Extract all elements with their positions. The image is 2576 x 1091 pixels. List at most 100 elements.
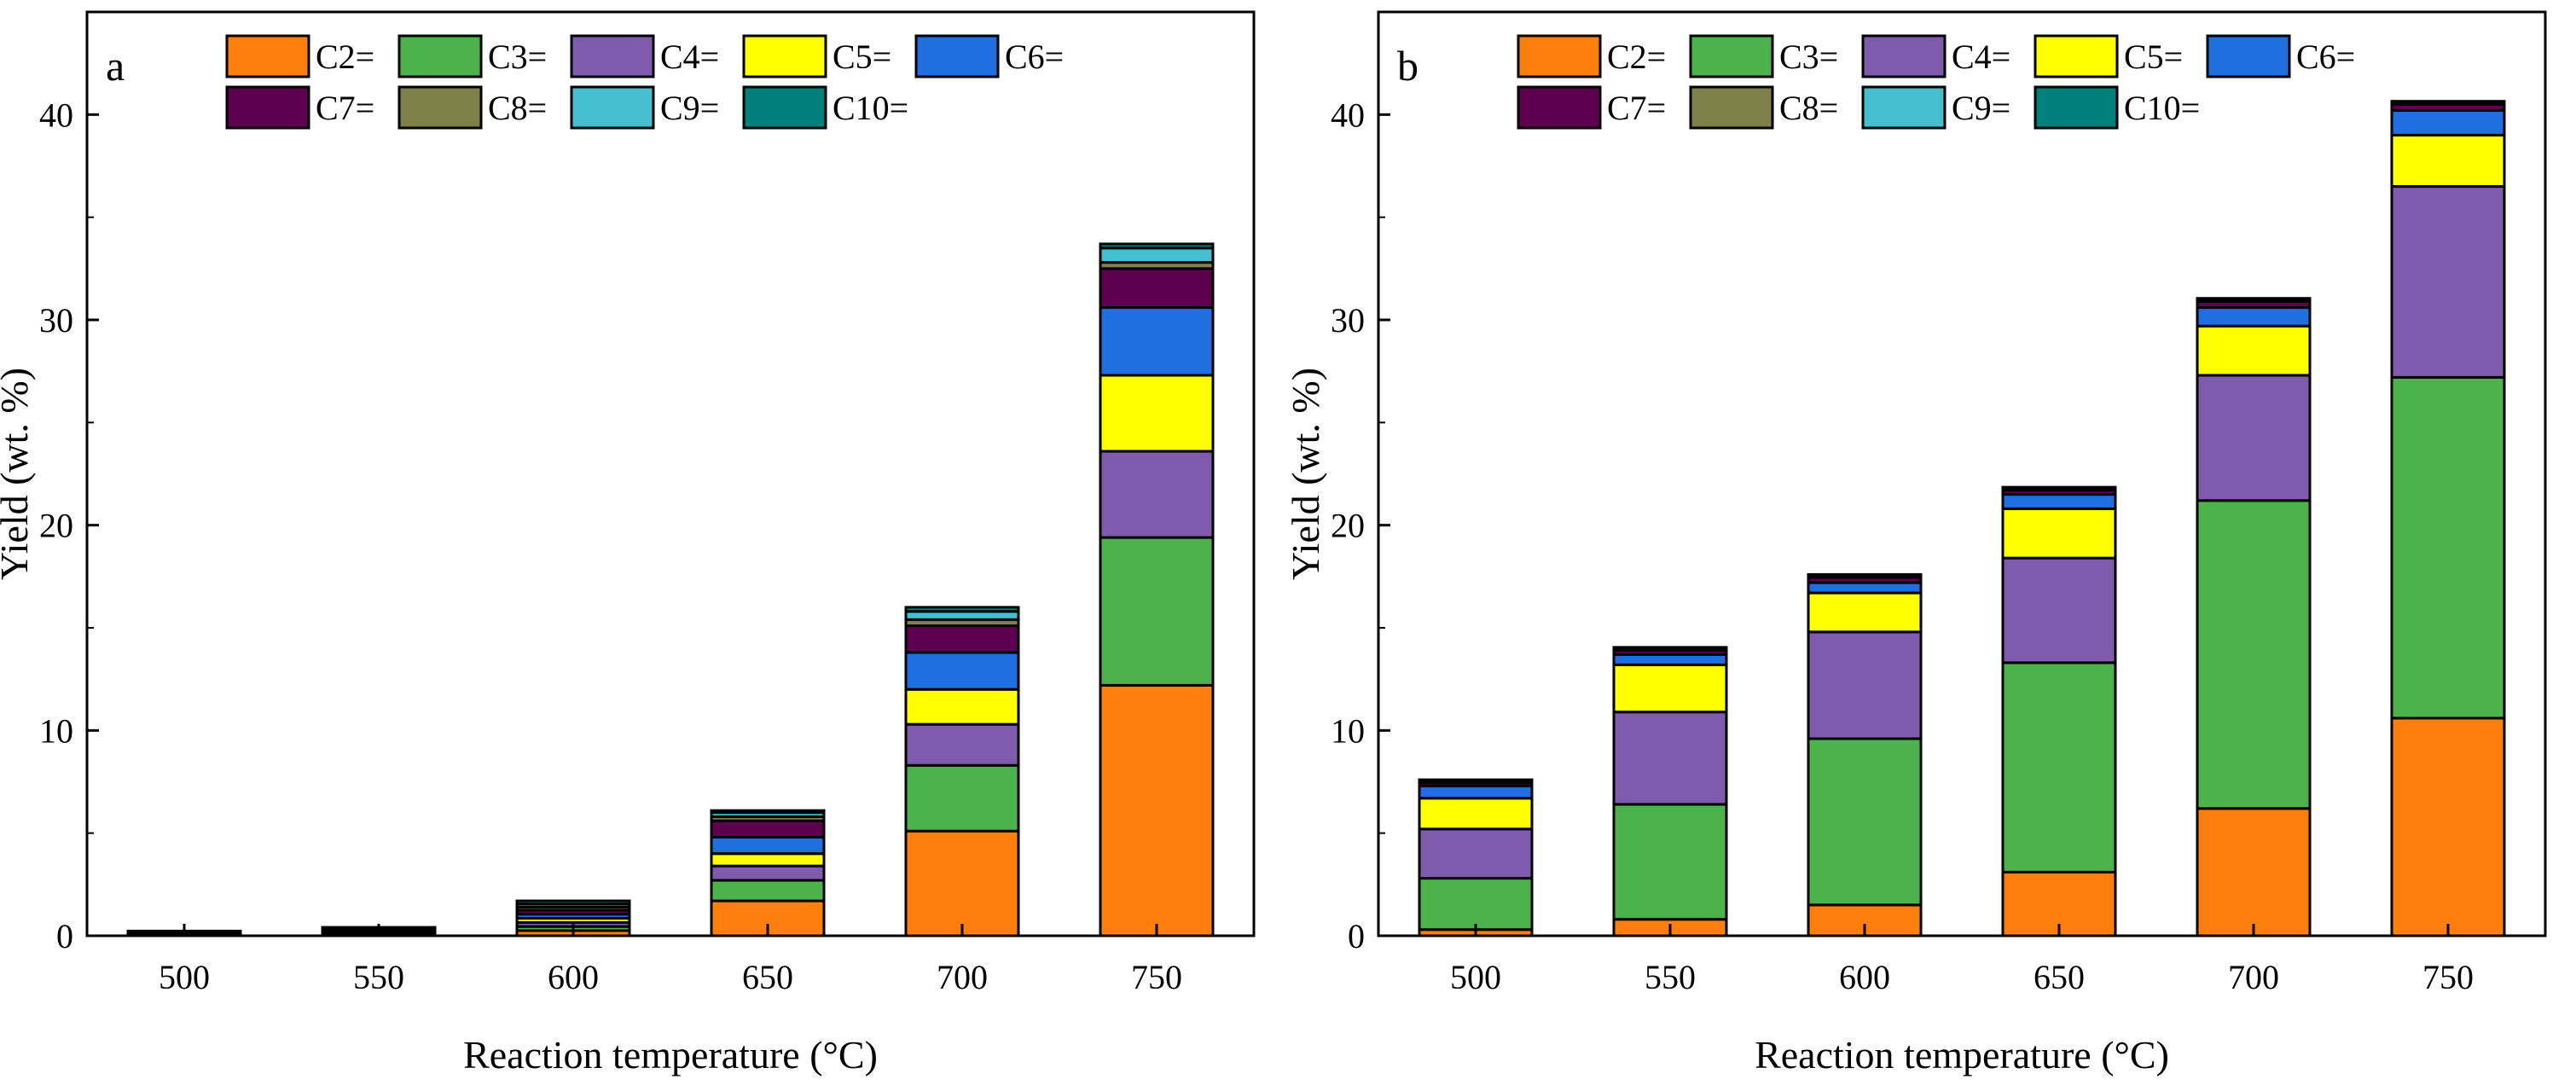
x-tick-label: 600	[1839, 958, 1890, 996]
bar-550-c10	[1612, 646, 1728, 650]
legend-swatch-c5	[2034, 34, 2119, 78]
bar-650-c3	[2001, 661, 2117, 873]
legend-label-c3: C3=	[1779, 38, 1838, 76]
x-tick-label: 700	[937, 958, 988, 996]
legend-label-c2: C2=	[316, 38, 374, 76]
bar-550-c4	[1612, 711, 1728, 806]
bar-700-c6	[904, 651, 1020, 691]
bar-600-c5	[1807, 591, 1923, 634]
legend-label-c6: C6=	[2296, 38, 2355, 76]
legend-swatch-c8	[1689, 85, 1774, 130]
bar-750-c5	[2390, 133, 2506, 189]
bar-500-c5	[1418, 797, 1534, 831]
legend-swatch-c10	[742, 85, 827, 130]
y-tick-label: 20	[39, 507, 73, 545]
bar-700-c5	[904, 688, 1020, 726]
y-tick-label: 10	[1331, 711, 1365, 750]
bar-750-c2	[2390, 717, 2506, 937]
bar-700-c6	[2196, 306, 2312, 328]
legend-swatch-c10	[2034, 85, 2119, 130]
bar-650-c6	[2001, 493, 2117, 510]
bar-500-c10	[1418, 778, 1534, 782]
legend-label-c6: C6=	[1005, 38, 1064, 76]
legend-swatch-c3	[1689, 34, 1774, 78]
bar-500-c3	[1418, 877, 1534, 931]
bar-650-c10	[710, 809, 826, 815]
bar-500-c4	[1418, 827, 1534, 880]
legend-swatch-c2	[225, 34, 310, 78]
bar-750-c7	[1099, 267, 1215, 310]
bar-550-c3	[1612, 803, 1728, 921]
x-tick-label: 750	[1131, 958, 1182, 996]
x-tick-label: 650	[2034, 958, 2085, 996]
bar-750-c4	[1099, 450, 1215, 539]
bar-700-c5	[2196, 324, 2312, 377]
legend-label-c4: C4=	[1952, 38, 2010, 76]
chart-panel-a: 0 10 20 30 40 500 550 600 650 700 750 Reaction temp…	[0, 10, 1256, 1076]
bar-700-c3	[2196, 499, 2312, 810]
bar-650-c5	[2001, 507, 2117, 560]
legend-label-c8: C8=	[488, 89, 547, 127]
y-axis-title: Yield (wt. %)	[0, 368, 36, 580]
y-tick-label: 0	[56, 917, 73, 955]
x-tick-label: 650	[742, 958, 793, 996]
y-axis-title: Yield (wt. %)	[1284, 368, 1327, 580]
legend-label-c5: C5=	[2124, 38, 2183, 76]
legend-swatch-c8	[397, 85, 483, 130]
legend-swatch-c9	[570, 85, 655, 130]
bar-600-c10	[1807, 572, 1923, 577]
x-tick-label: 500	[159, 958, 210, 996]
legend-swatch-c4	[1861, 34, 1947, 78]
legend-label-c3: C3=	[488, 38, 547, 76]
bar-700-c2	[904, 829, 1020, 937]
x-axis-title: Reaction temperature (°C)	[1755, 1033, 2169, 1076]
legend-swatch-c9	[1861, 85, 1947, 130]
x-tick-label: 550	[1645, 958, 1696, 996]
bar-650-c4	[2001, 556, 2117, 664]
legend-label-c9: C9=	[660, 89, 719, 127]
panel-label: a	[106, 42, 125, 90]
bar-700-c10	[904, 606, 1020, 613]
plot-frame	[1377, 10, 2547, 937]
legend-swatch-c6	[914, 34, 1000, 78]
x-tick-label: 750	[2422, 958, 2474, 996]
legend-swatch-c6	[2206, 34, 2291, 78]
x-tick-label: 550	[353, 958, 404, 996]
bar-750-c2	[1099, 683, 1215, 937]
bar-750-c6	[2390, 109, 2506, 136]
legend-label-c10: C10=	[833, 89, 908, 127]
bar-550-c6	[1612, 653, 1728, 666]
bar-500-c6	[1418, 784, 1534, 800]
plot-frame	[85, 10, 1256, 937]
x-tick-label: 600	[548, 958, 599, 996]
bar-650-c4	[710, 864, 826, 882]
legend-swatch-c4	[570, 34, 655, 78]
legend-label-c5: C5=	[833, 38, 891, 76]
x-tick-label: 500	[1450, 958, 1501, 996]
legend-label-c10: C10=	[2124, 89, 2200, 127]
legend-label-c7: C7=	[1607, 89, 1666, 127]
bar-750-c10	[1099, 242, 1215, 250]
bar-750-c9	[1099, 247, 1215, 264]
bar-600-c6	[1807, 581, 1923, 595]
y-tick-label: 20	[1331, 507, 1365, 545]
bar-700-c2	[2196, 807, 2312, 937]
bar-650-c7	[710, 819, 826, 839]
legend-swatch-c2	[1517, 34, 1602, 78]
x-axis-title: Reaction temperature (°C)	[463, 1033, 878, 1076]
legend-swatch-c7	[225, 85, 310, 130]
bar-600-c4	[1807, 630, 1923, 740]
chart-panel-b: 0 10 20 30 40 500 550 600 650 700 750 Reaction temp…	[1284, 10, 2547, 1076]
legend-label-c2: C2=	[1607, 38, 1666, 76]
bar-700-c4	[2196, 374, 2312, 502]
x-tick-label: 700	[2228, 958, 2279, 996]
bar-550-c5	[1612, 663, 1728, 714]
legend-swatch-c3	[397, 34, 483, 78]
legend-swatch-c5	[742, 34, 827, 78]
bar-650-c6	[710, 835, 826, 856]
legend-label-c4: C4=	[660, 38, 719, 76]
bar-750-c5	[1099, 374, 1215, 453]
y-tick-label: 30	[1331, 301, 1365, 339]
legend-label-c7: C7=	[316, 89, 374, 127]
